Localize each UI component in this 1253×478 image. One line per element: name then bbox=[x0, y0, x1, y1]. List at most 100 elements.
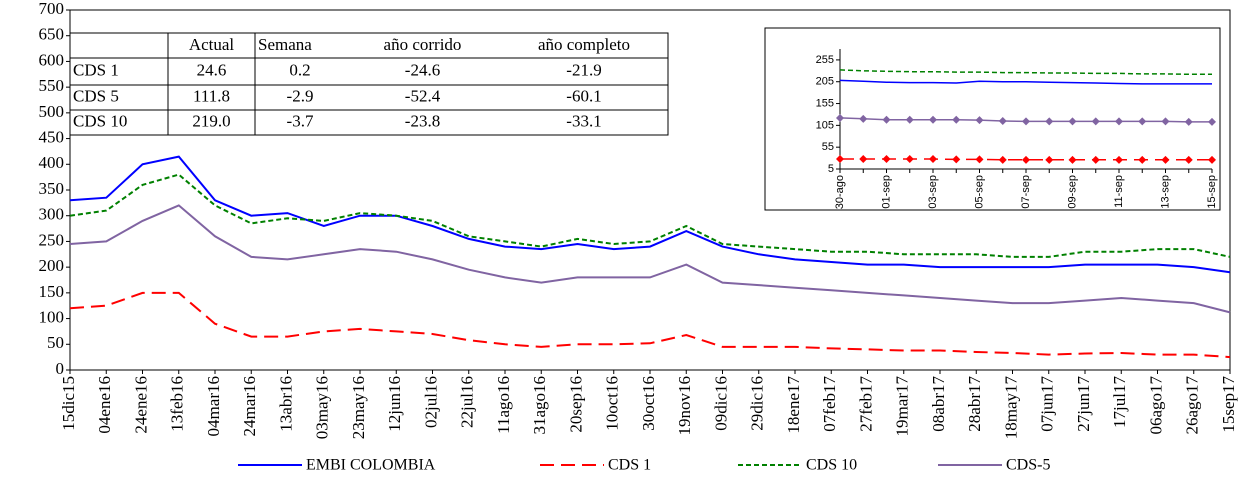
x-tick-label: 05-sep bbox=[973, 175, 985, 209]
marker bbox=[975, 116, 984, 125]
x-tick-label: 11ago16 bbox=[494, 376, 513, 434]
table-bg bbox=[69, 32, 669, 136]
marker bbox=[905, 154, 914, 163]
marker bbox=[1138, 117, 1147, 126]
x-tick-label: 19nov16 bbox=[675, 376, 694, 436]
y-tick-label: 150 bbox=[39, 282, 65, 301]
y-tick-label: 200 bbox=[39, 256, 65, 275]
x-tick-label: 13abr16 bbox=[276, 376, 295, 432]
x-tick-label: 18ene17 bbox=[784, 376, 803, 434]
table-cell: 0.2 bbox=[289, 60, 310, 79]
table-cell: -3.7 bbox=[287, 111, 314, 130]
y-tick-label: 205 bbox=[816, 76, 834, 88]
marker bbox=[1091, 155, 1100, 164]
marker bbox=[859, 154, 868, 163]
y-tick-label: 550 bbox=[39, 76, 65, 95]
x-tick-label: 22jul16 bbox=[458, 376, 477, 428]
series-line bbox=[69, 173, 1231, 258]
x-tick-label: 10oct16 bbox=[603, 376, 622, 431]
marker bbox=[952, 115, 961, 124]
series-line bbox=[839, 79, 1212, 85]
marker bbox=[929, 115, 937, 124]
x-tick-label: 24ene16 bbox=[131, 376, 150, 434]
marker bbox=[836, 154, 844, 163]
marker bbox=[975, 155, 984, 164]
x-tick-label: 18may17 bbox=[1001, 376, 1020, 440]
y-tick-label: 255 bbox=[816, 54, 834, 66]
marker bbox=[1138, 155, 1147, 164]
table-header: año completo bbox=[538, 35, 630, 54]
marker bbox=[1208, 155, 1216, 164]
marker bbox=[1115, 117, 1123, 126]
table-cell: -60.1 bbox=[566, 86, 601, 105]
y-tick-label: 5 bbox=[828, 163, 834, 175]
marker bbox=[1022, 155, 1030, 164]
series-line bbox=[69, 291, 1231, 359]
x-tick-label: 07feb17 bbox=[820, 376, 839, 432]
x-tick-label: 20sep16 bbox=[566, 376, 585, 433]
x-tick-label: 11-sep bbox=[1113, 175, 1125, 208]
marker bbox=[998, 117, 1007, 125]
y-tick-label: 600 bbox=[39, 50, 65, 69]
x-tick-label: 31ago16 bbox=[530, 376, 549, 435]
table-cell: -21.9 bbox=[566, 60, 601, 79]
legend-label: CDS-5 bbox=[1006, 457, 1050, 474]
x-tick-label: 09dic16 bbox=[711, 376, 730, 431]
y-tick-label: 250 bbox=[39, 230, 65, 249]
table-header: Actual bbox=[189, 35, 235, 54]
marker bbox=[998, 155, 1007, 164]
table-cell: -2.9 bbox=[287, 86, 314, 105]
x-tick-label: 09-sep bbox=[1066, 175, 1078, 209]
marker bbox=[882, 154, 891, 163]
y-tick-label: 55 bbox=[822, 141, 834, 153]
x-tick-label: 04mar16 bbox=[204, 376, 223, 436]
x-tick-label: 06ago17 bbox=[1146, 376, 1165, 435]
y-tick-label: 400 bbox=[39, 153, 65, 172]
marker bbox=[1045, 155, 1054, 164]
series-line bbox=[69, 155, 1231, 274]
marker bbox=[882, 115, 891, 124]
x-tick-label: 28abr17 bbox=[965, 376, 984, 432]
x-tick-label: 19mar17 bbox=[893, 376, 912, 437]
y-tick-label: 700 bbox=[39, 0, 65, 18]
table-cell: -33.1 bbox=[566, 111, 601, 130]
x-tick-label: 15dic15 bbox=[59, 376, 78, 431]
marker bbox=[836, 113, 844, 122]
marker bbox=[1161, 117, 1170, 126]
y-tick-label: 155 bbox=[816, 97, 834, 109]
x-tick-label: 30oct16 bbox=[639, 376, 658, 431]
marker bbox=[1068, 155, 1077, 164]
table-cell: CDS 1 bbox=[73, 60, 119, 79]
summary-table: Actual Semana año corrido año completo CDS 1… bbox=[69, 32, 669, 136]
marker bbox=[1184, 117, 1193, 126]
y-tick-label: 350 bbox=[39, 179, 65, 198]
marker bbox=[952, 155, 961, 164]
y-tick-label: 105 bbox=[816, 119, 834, 131]
table-cell: -24.6 bbox=[405, 60, 440, 79]
marker bbox=[1022, 117, 1030, 126]
x-tick-label: 26ago17 bbox=[1183, 376, 1202, 435]
legend-label: CDS 1 bbox=[608, 457, 651, 474]
marker bbox=[1045, 117, 1054, 126]
table-cell: CDS 5 bbox=[73, 86, 119, 105]
table-cell: CDS 10 bbox=[73, 111, 127, 130]
y-tick-label: 100 bbox=[39, 307, 65, 326]
series-line bbox=[69, 204, 1231, 314]
table-header: año corrido bbox=[384, 35, 462, 54]
marker bbox=[1115, 155, 1123, 164]
y-tick-label: 650 bbox=[39, 25, 65, 44]
table-cell: -23.8 bbox=[405, 111, 440, 130]
x-tick-label: 29dic16 bbox=[748, 376, 767, 431]
x-tick-label: 15-sep bbox=[1206, 175, 1218, 209]
table-cell: 111.8 bbox=[193, 86, 230, 105]
y-tick-label: 0 bbox=[56, 359, 65, 378]
x-tick-label: 24mar16 bbox=[240, 376, 259, 436]
x-tick-label: 23may16 bbox=[349, 376, 368, 439]
x-tick-label: 15sep17 bbox=[1219, 376, 1238, 433]
table-cell: 219.0 bbox=[192, 111, 230, 130]
series-line bbox=[839, 69, 1212, 76]
table-cell: 24.6 bbox=[197, 60, 227, 79]
y-tick-label: 50 bbox=[47, 333, 64, 352]
